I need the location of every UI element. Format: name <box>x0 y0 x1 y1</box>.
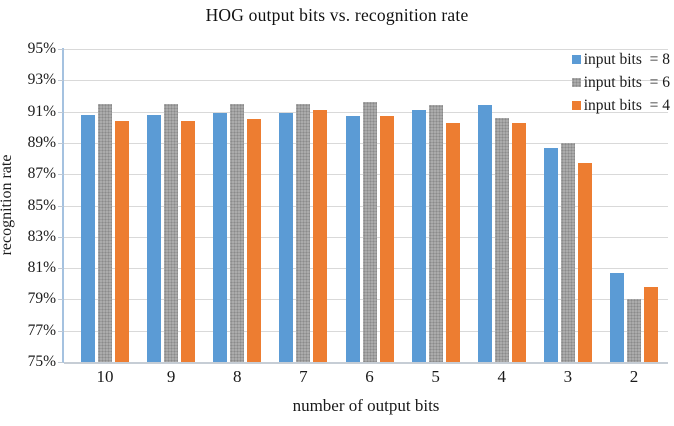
bar-input-bits-6-x2 <box>627 299 641 362</box>
legend-swatch-gray-icon <box>571 78 581 87</box>
bar-input-bits-8-x10 <box>81 114 95 362</box>
gridline <box>64 49 668 50</box>
legend-label: input bits = 8 <box>583 51 670 68</box>
y-axis-tick <box>58 330 63 332</box>
bar-input-bits-8-x9 <box>147 114 162 362</box>
y-axis-tick <box>58 205 63 207</box>
chart-title: HOG output bits vs. recognition rate <box>205 5 469 25</box>
y-axis-tick <box>58 362 63 363</box>
x-axis-title: number of output bits <box>292 396 440 415</box>
y-tick-label: 83% <box>27 227 56 245</box>
x-axis-line <box>64 362 668 364</box>
y-axis-tick <box>58 236 63 238</box>
y-axis-tick <box>58 49 63 50</box>
bar-input-bits-6-x7 <box>296 103 311 362</box>
bar-input-bits-8-x6 <box>345 116 360 362</box>
bar-input-bits-4-x4 <box>511 122 526 362</box>
y-axis-tick <box>58 80 63 82</box>
bar-input-bits-4-x2 <box>644 286 658 362</box>
y-tick-label: 79% <box>27 290 56 308</box>
legend-item-input-bits-4: input bits = 4 <box>571 94 670 117</box>
y-axis-tick <box>58 299 63 301</box>
x-tick-label: 3 <box>563 367 573 386</box>
bar-input-bits-8-x8 <box>213 113 228 362</box>
x-tick-label: 2 <box>629 367 639 386</box>
bar-input-bits-8-x5 <box>411 110 426 362</box>
y-axis-tick <box>58 142 63 144</box>
bar-input-bits-4-x3 <box>577 163 592 362</box>
bar-input-bits-4-x6 <box>379 116 394 362</box>
y-axis-tick <box>58 174 63 176</box>
y-tick-label: 95% <box>27 40 56 57</box>
bar-input-bits-8-x2 <box>610 272 624 362</box>
bar-input-bits-6-x5 <box>428 105 443 362</box>
legend-swatch-orange-icon <box>571 101 581 110</box>
bar-input-bits-4-x8 <box>247 119 262 362</box>
legend-item-input-bits-6: input bits = 6 <box>571 71 670 94</box>
y-tick-label: 89% <box>27 133 56 151</box>
bar-input-bits-4-x5 <box>445 122 460 362</box>
legend-swatch-blue-icon <box>571 55 581 64</box>
legend-label: input bits = 4 <box>583 97 670 114</box>
bar-input-bits-6-x6 <box>362 102 377 362</box>
bar-input-bits-4-x7 <box>313 110 328 362</box>
y-axis-line <box>62 48 64 363</box>
y-tick-label: 81% <box>27 259 56 277</box>
legend: input bits = 8 input bits = 6 input bits… <box>571 48 670 117</box>
bar-input-bits-6-x3 <box>560 142 575 362</box>
x-tick-label: 10 <box>96 367 114 386</box>
gridline <box>64 80 668 82</box>
bar-input-bits-8-x4 <box>477 105 492 362</box>
plot-area <box>64 49 668 362</box>
x-tick-label: 6 <box>365 367 374 386</box>
bar-input-bits-4-x10 <box>115 120 129 362</box>
x-tick-label: 9 <box>166 367 176 386</box>
bar-input-bits-8-x3 <box>543 147 558 362</box>
bar-input-bits-6-x10 <box>98 103 112 362</box>
y-tick-label: 87% <box>27 165 56 183</box>
bar-input-bits-4-x9 <box>181 120 196 362</box>
bar-input-bits-6-x9 <box>164 103 179 362</box>
bar-input-bits-6-x8 <box>230 103 245 362</box>
bar-input-bits-8-x7 <box>279 113 294 362</box>
x-tick-label: 5 <box>431 367 440 386</box>
x-tick-label: 7 <box>299 367 308 386</box>
x-tick-label: 4 <box>497 367 507 386</box>
legend-item-input-bits-8: input bits = 8 <box>571 48 670 71</box>
y-tick-label: 77% <box>27 321 56 339</box>
y-axis-tick <box>58 111 63 113</box>
x-tick-label: 8 <box>233 367 242 386</box>
y-tick-label: 75% <box>27 353 56 370</box>
y-axis-tick <box>58 268 63 270</box>
y-tick-label: 91% <box>27 102 56 120</box>
y-tick-label: 85% <box>27 196 56 214</box>
y-tick-label: 93% <box>27 71 56 89</box>
bar-input-bits-6-x4 <box>494 117 509 362</box>
legend-label: input bits = 6 <box>583 74 670 91</box>
